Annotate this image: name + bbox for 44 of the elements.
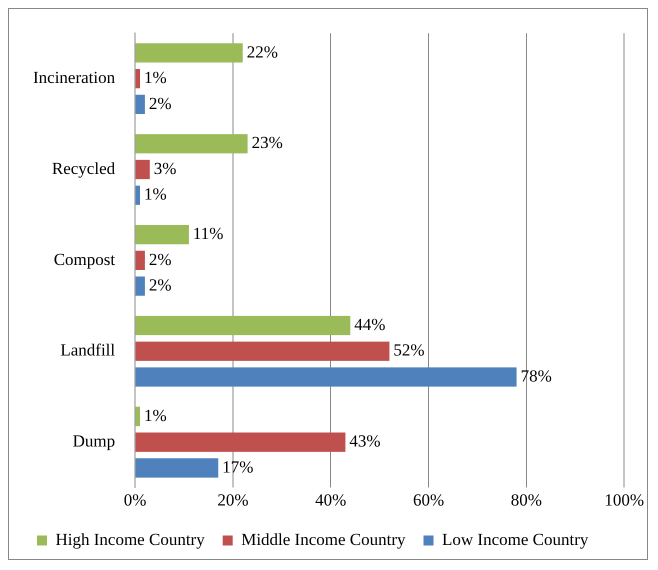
y-tick-label: Compost (54, 250, 116, 269)
data-label: 23% (252, 133, 283, 152)
bar (136, 160, 150, 180)
y-tick-label: Recycled (52, 158, 116, 178)
x-tick-label: 60% (412, 490, 444, 510)
y-tick-label: Incineration (32, 68, 116, 88)
bar (136, 43, 243, 63)
bar (136, 134, 248, 154)
bar (136, 250, 145, 270)
data-label: 1% (144, 184, 167, 204)
data-label: 44% (354, 315, 386, 334)
bar (136, 432, 346, 452)
x-tick-label: 100% (604, 490, 644, 510)
legend-label: High Income Country (56, 530, 206, 549)
bar (136, 342, 390, 361)
bar (136, 316, 350, 336)
data-label: 1% (144, 406, 167, 425)
x-tick-label: 40% (315, 490, 346, 510)
data-label: 43% (349, 432, 381, 451)
data-label: 78% (520, 366, 552, 386)
bar (136, 276, 145, 296)
data-label: 17% (222, 457, 254, 476)
bar (136, 224, 189, 244)
y-tick-label: Dump (72, 432, 116, 451)
x-tick-label: 20% (217, 490, 249, 510)
bar (136, 458, 218, 478)
data-label: 11% (192, 224, 224, 244)
x-tick-label: 80% (510, 490, 542, 510)
bar (136, 406, 140, 426)
data-label: 52% (393, 340, 425, 360)
bar (136, 367, 517, 387)
data-label: 22% (246, 42, 278, 62)
data-label: 2% (148, 94, 172, 113)
legend-label: Middle Income Country (241, 530, 406, 549)
bar (136, 94, 145, 114)
data-label: 1% (144, 68, 167, 88)
bar (136, 68, 140, 88)
legend-label: Low Income Country (442, 530, 589, 549)
bar (136, 186, 140, 205)
data-label: 3% (154, 158, 176, 178)
y-tick-label: Landfill (60, 340, 116, 360)
data-label: 2% (148, 276, 172, 295)
data-label: 2% (148, 250, 172, 269)
x-tick-label: 0% (124, 490, 146, 510)
